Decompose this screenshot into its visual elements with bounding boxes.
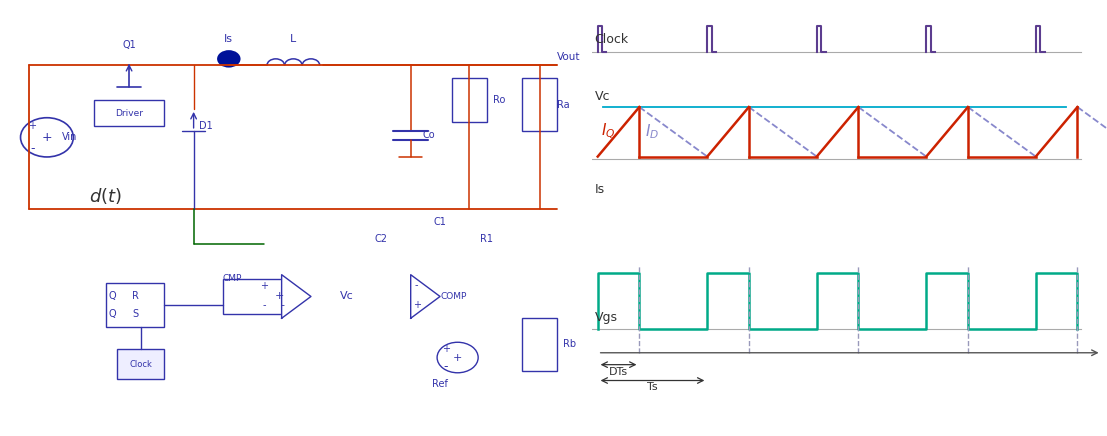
Text: R: R [132, 292, 138, 301]
Text: Vout: Vout [557, 52, 581, 61]
Bar [523, 318, 557, 371]
Text: -: - [280, 300, 284, 310]
Text: -: - [415, 281, 418, 290]
Text: R1: R1 [480, 234, 494, 244]
Text: $I_Q$: $I_Q$ [601, 122, 615, 141]
Bar [523, 78, 557, 131]
Text: Co: Co [423, 130, 435, 140]
Text: L: L [290, 34, 297, 44]
Bar [223, 279, 281, 314]
Text: Clock: Clock [594, 33, 629, 46]
Text: DTs: DTs [609, 367, 628, 377]
Polygon shape [411, 275, 441, 318]
Text: CMP: CMP [223, 274, 242, 283]
Text: COMP: COMP [441, 292, 466, 301]
Circle shape [217, 50, 240, 68]
Text: Ts: Ts [648, 382, 658, 392]
Text: D1: D1 [199, 122, 214, 131]
Text: $d(t)$: $d(t)$ [90, 186, 122, 206]
Bar [94, 100, 164, 126]
Text: $I_D$: $I_D$ [644, 123, 659, 141]
Text: C1: C1 [434, 217, 446, 227]
Polygon shape [281, 275, 311, 318]
Text: +: + [260, 281, 268, 290]
Text: Ro: Ro [493, 95, 505, 105]
Text: Vc: Vc [594, 90, 610, 103]
Text: +: + [29, 122, 37, 131]
Text: Is: Is [594, 183, 604, 196]
Text: S: S [132, 309, 138, 319]
Text: +: + [442, 344, 449, 354]
Text: +: + [276, 292, 284, 301]
Text: Clock: Clock [130, 360, 153, 368]
Text: Vgs: Vgs [594, 310, 618, 324]
Text: Driver: Driver [115, 109, 143, 118]
Text: Vin: Vin [62, 133, 77, 142]
Bar [452, 78, 487, 122]
Text: Q: Q [108, 292, 116, 301]
Text: C2: C2 [375, 234, 387, 244]
Bar [117, 349, 164, 379]
Text: Ra: Ra [557, 100, 570, 109]
Text: Ref: Ref [432, 379, 448, 389]
Text: +: + [42, 131, 52, 144]
Text: Vc: Vc [340, 292, 354, 301]
Text: -: - [444, 360, 448, 373]
Text: Q: Q [108, 309, 116, 319]
Text: +: + [453, 353, 463, 362]
Text: Rb: Rb [563, 340, 577, 349]
Text: -: - [262, 300, 266, 310]
Text: Q1: Q1 [122, 40, 136, 50]
Text: +: + [413, 300, 421, 310]
Text: -: - [30, 142, 34, 155]
Bar [105, 283, 164, 327]
Text: Is: Is [225, 34, 234, 44]
